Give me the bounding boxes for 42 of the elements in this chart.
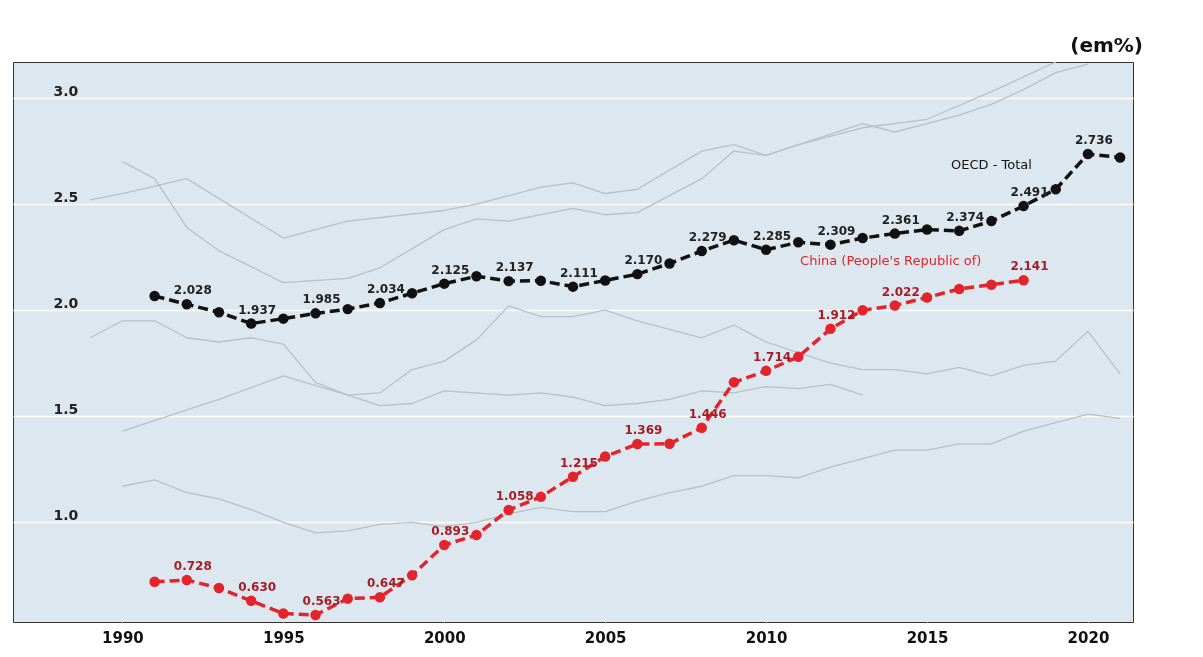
y-tick-label: 2.5	[53, 188, 79, 205]
y-axis-title: (em%)	[1070, 33, 1143, 57]
data-label: 2.028	[173, 283, 212, 298]
data-label: 1.446	[688, 406, 727, 421]
data-label: 1.714	[753, 349, 792, 364]
x-tick-label: 2010	[745, 628, 788, 647]
series-label: OECD - Total	[950, 157, 1032, 173]
y-tick-label: 2.0	[53, 294, 79, 311]
data-label: 2.170	[624, 253, 663, 268]
x-tick-label: 1995	[262, 628, 305, 647]
x-tick-label: 1990	[102, 628, 144, 647]
data-label: 2.141	[1010, 259, 1049, 274]
data-label: 0.630	[238, 579, 277, 594]
data-label: 1.369	[624, 423, 663, 438]
series-label: China (People's Republic of)	[800, 253, 982, 269]
data-label: 2.361	[881, 212, 920, 227]
y-tick-label: 3.0	[53, 82, 79, 99]
y-tick-label: 1.0	[53, 506, 79, 523]
x-tick-label: 2015	[906, 628, 949, 647]
data-label: 2.491	[1010, 185, 1049, 200]
x-tick-label: 2005	[584, 628, 627, 647]
data-label: 2.137	[495, 260, 534, 275]
data-label: 1.215	[560, 455, 598, 470]
data-label: 2.022	[881, 284, 920, 299]
data-label: 2.125	[431, 262, 470, 277]
data-label: 1.937	[238, 302, 277, 317]
data-label: 2.285	[753, 228, 792, 243]
data-label: 0.563	[302, 594, 341, 608]
data-label: 2.374	[946, 209, 985, 224]
y-tick-label: 1.5	[53, 400, 79, 417]
data-label: 1.985	[302, 292, 341, 307]
x-tick-label: 2000	[423, 628, 466, 647]
data-label: 1.912	[817, 307, 856, 322]
data-label: 0.728	[173, 559, 212, 573]
data-label: 2.309	[817, 223, 856, 238]
x-tick-label: 2020	[1067, 628, 1110, 647]
data-label: 2.279	[688, 230, 727, 244]
data-label: 0.893	[431, 524, 470, 538]
data-label: 2.736	[1074, 133, 1113, 148]
data-label: 2.034	[366, 281, 405, 296]
data-label: 1.058	[495, 489, 534, 503]
data-label: 2.111	[560, 265, 598, 280]
